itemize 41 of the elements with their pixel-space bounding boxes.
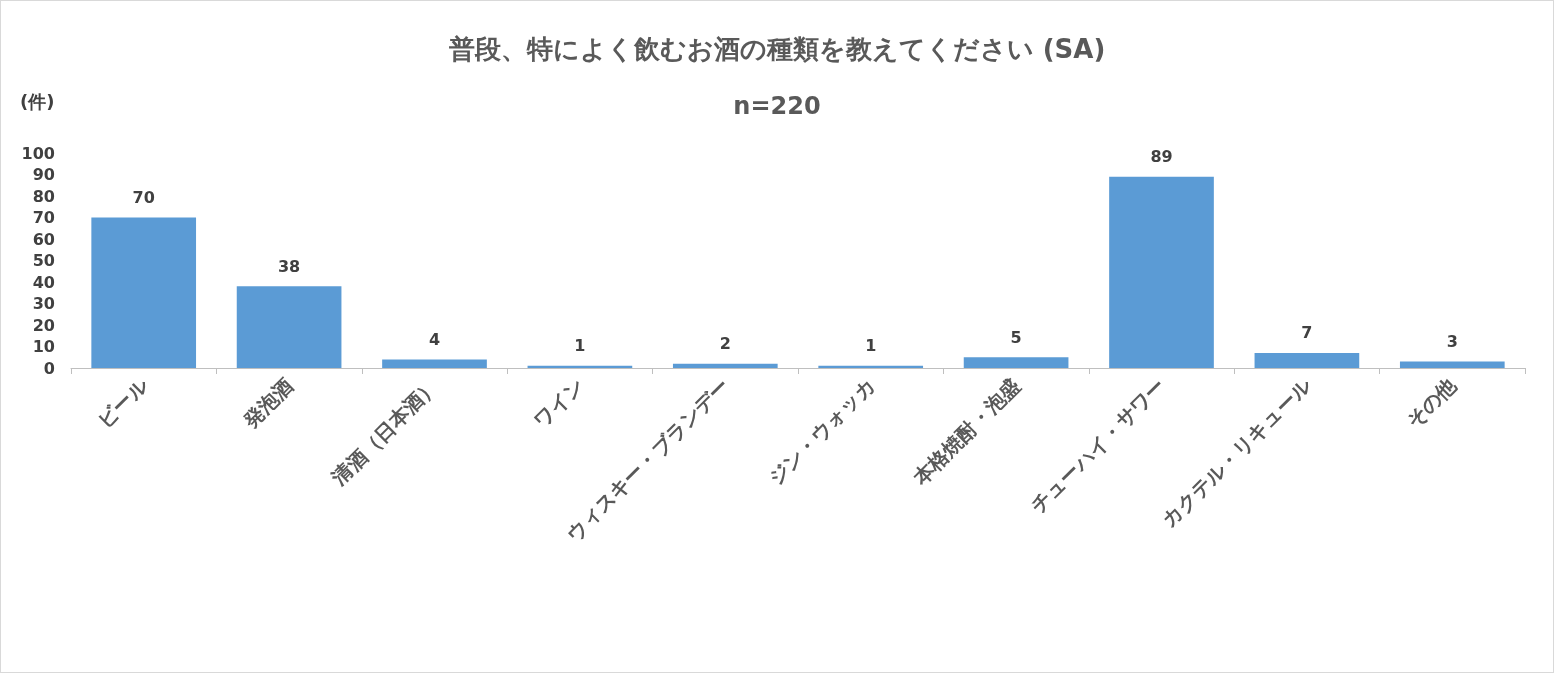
- data-label: 1: [865, 336, 877, 356]
- data-label: 4: [428, 329, 441, 349]
- data-label: 5: [1010, 327, 1022, 347]
- bar: [527, 365, 633, 368]
- x-tick-label: 本格焼酎・泡盛: [907, 373, 1025, 491]
- chart-title: 普段、特によく飲むお酒の種類を教えてください (SA): [447, 34, 1106, 64]
- y-tick-label: 80: [32, 186, 55, 206]
- data-label: 1: [574, 336, 586, 356]
- bar: [672, 363, 778, 368]
- bar: [963, 357, 1069, 368]
- bar: [818, 365, 924, 368]
- bar: [1109, 176, 1214, 368]
- y-tick-label: 100: [21, 143, 55, 163]
- x-tick-label: ジン・ウォッカ: [763, 373, 880, 490]
- x-tick-label: 発泡酒: [237, 373, 298, 434]
- y-tick-label: 40: [32, 272, 55, 292]
- y-tick-label: 20: [32, 315, 55, 335]
- bar: [382, 359, 487, 368]
- data-label: 70: [132, 188, 155, 207]
- bar: [1399, 361, 1505, 368]
- x-tick-label: ビール: [92, 372, 153, 433]
- y-axis-title: (件): [20, 90, 55, 112]
- y-tick-label: 30: [32, 294, 55, 313]
- data-label: 3: [1446, 332, 1458, 352]
- y-tick-label: 10: [32, 337, 55, 356]
- data-label: 89: [1150, 147, 1173, 167]
- x-tick-label: 清酒（日本酒）: [326, 373, 443, 491]
- data-label: 7: [1301, 323, 1313, 343]
- y-tick-label: 60: [32, 229, 55, 249]
- chart-subtitle: n=220: [733, 92, 821, 120]
- data-label: 38: [277, 256, 301, 276]
- x-tick-label: ワイン: [528, 373, 589, 433]
- y-tick-label: 70: [32, 208, 55, 227]
- x-tick-label: その他: [1401, 372, 1462, 433]
- y-tick-label: 0: [43, 358, 55, 378]
- y-tick-label: 50: [32, 251, 55, 270]
- bar: [1254, 352, 1360, 368]
- y-tick-label: 90: [32, 165, 55, 184]
- data-label: 2: [719, 334, 731, 354]
- bar: [91, 217, 197, 368]
- bar: [236, 286, 342, 368]
